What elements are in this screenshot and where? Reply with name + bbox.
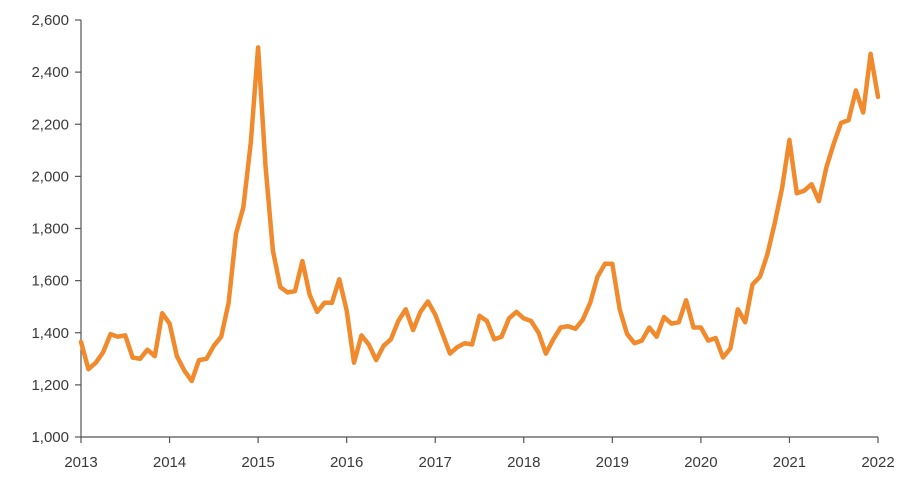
x-tick-label: 2017	[419, 454, 452, 471]
series-line	[78, 45, 881, 384]
y-tick-label: 2,200	[31, 116, 69, 133]
x-tick-label: 2015	[241, 454, 274, 471]
x-tick-label: 2014	[153, 454, 186, 471]
y-tick-label: 1,200	[31, 377, 69, 394]
y-tick-label: 1,600	[31, 273, 69, 290]
x-tick-label: 2016	[330, 454, 363, 471]
y-tick-label: 1,000	[31, 429, 69, 446]
y-tick-label: 1,800	[31, 221, 69, 238]
x-tick-label: 2013	[64, 454, 97, 471]
y-axis-ticks: 1,000 1,200 1,400 1,600 1,800 2,000 2,200 2,400…	[31, 12, 81, 446]
x-tick-label: 2018	[507, 454, 540, 471]
y-tick-label: 2,000	[31, 168, 69, 185]
y-tick-label: 2,600	[31, 12, 69, 29]
y-tick-label: 1,400	[31, 325, 69, 342]
x-tick-label: 2019	[596, 454, 629, 471]
y-tick-label: 2,400	[31, 64, 69, 81]
series-layer	[78, 45, 881, 384]
x-tick-label: 2020	[684, 454, 717, 471]
x-axis-ticks: 2013 2014 2015 2016 2017 2018 2019 2020 2021 2022	[64, 437, 895, 471]
x-tick-label: 2022	[861, 454, 894, 471]
x-tick-label: 2021	[773, 454, 806, 471]
